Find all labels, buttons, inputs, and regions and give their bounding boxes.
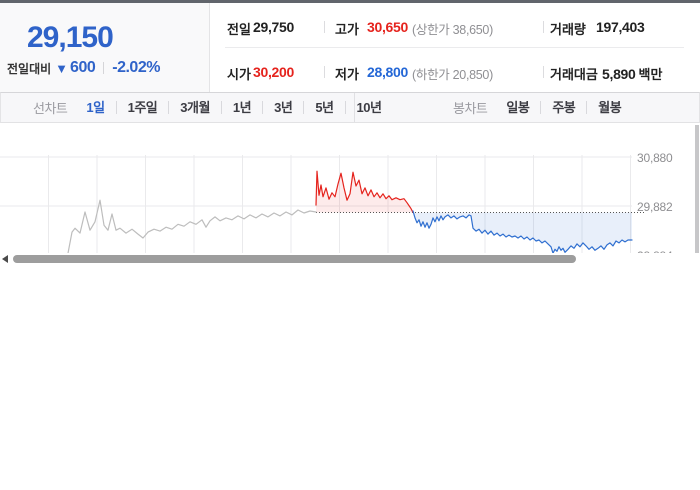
divider	[103, 62, 105, 74]
tab-1week[interactable]: 1주일	[115, 101, 169, 114]
tab-3month[interactable]: 3개월	[168, 101, 221, 114]
chart-period-tabbar: 선차트 1일 1주일 3개월 1년 3년 5년 10년 봉차트 일봉 주봉 월봉	[0, 92, 700, 123]
divider	[543, 21, 544, 33]
divider	[324, 21, 325, 33]
prev-close-value: 29,750	[253, 19, 295, 35]
volume-value: 197,403	[596, 19, 645, 35]
price-line-chart[interactable]	[0, 123, 700, 253]
line-chart-tab-group: 선차트 1일 1주일 3개월 1년 3년 5년 10년	[33, 93, 392, 122]
candle-chart-group-label: 봉차트	[453, 101, 488, 116]
tab-1day[interactable]: 1일	[86, 100, 105, 115]
tab-weekly[interactable]: 주봉	[540, 101, 586, 114]
open-label: 시가	[227, 67, 251, 82]
tabbar-divider	[354, 93, 355, 122]
low-value: 28,800	[367, 64, 409, 80]
horizontal-scrollbar[interactable]	[0, 253, 700, 265]
vertical-scrollbar[interactable]	[695, 125, 699, 253]
stats-table: 전일 29,750 고가 30,650 (상한가 38,650) 거래량 197…	[210, 3, 700, 92]
current-price: 29,150	[27, 21, 114, 54]
divider	[324, 66, 325, 78]
volume-label: 거래량	[550, 22, 586, 37]
current-price-panel: 29,150 전일대비 ▼ 600 -2.02%	[0, 3, 210, 92]
tab-1year[interactable]: 1년	[220, 101, 262, 114]
down-arrow-icon: ▼	[55, 60, 69, 76]
change-value: 600	[70, 59, 96, 76]
y-axis-tick: 28,884	[637, 249, 673, 253]
stock-summary-header: 29,150 전일대비 ▼ 600 -2.02% 전일 29,750 고가 30…	[0, 3, 700, 92]
y-axis-tick: 30,880	[637, 151, 673, 165]
top-accent-bar	[0, 0, 700, 3]
chart-plot-area: 30,880 29,882 28,884	[0, 123, 700, 253]
tab-daily[interactable]: 일봉	[506, 100, 530, 115]
line-chart-group-label: 선차트	[33, 101, 68, 116]
high-label: 고가	[335, 22, 359, 37]
tab-3year[interactable]: 3년	[262, 101, 303, 114]
high-value: 30,650	[367, 19, 409, 35]
turnover-cell: 5,890 백만	[602, 64, 662, 84]
change-label: 전일대비	[7, 61, 52, 76]
price-change-row: 전일대비 ▼ 600 -2.02%	[7, 59, 160, 77]
turnover-label: 거래대금	[550, 67, 598, 82]
candle-chart-tab-group: 봉차트 일봉 주봉 월봉	[453, 93, 632, 122]
open-value: 30,200	[253, 64, 295, 80]
lower-limit-note: (하한가 20,850)	[412, 68, 493, 82]
y-axis-tick: 29,882	[637, 200, 673, 214]
stats-row-divider	[225, 47, 684, 48]
scroll-left-arrow-icon[interactable]	[2, 255, 8, 263]
tab-monthly[interactable]: 월봉	[586, 101, 632, 114]
tab-10year[interactable]: 10년	[344, 101, 393, 114]
prev-close-label: 전일	[227, 22, 251, 37]
tab-5year[interactable]: 5년	[303, 101, 344, 114]
divider	[543, 66, 544, 78]
change-percent: -2.02%	[112, 59, 160, 76]
low-label: 저가	[335, 67, 359, 82]
turnover-unit: 백만	[638, 67, 663, 82]
turnover-value: 5,890	[602, 66, 636, 82]
horizontal-scrollbar-thumb[interactable]	[13, 255, 576, 263]
upper-limit-note: (상한가 38,650)	[412, 23, 493, 37]
